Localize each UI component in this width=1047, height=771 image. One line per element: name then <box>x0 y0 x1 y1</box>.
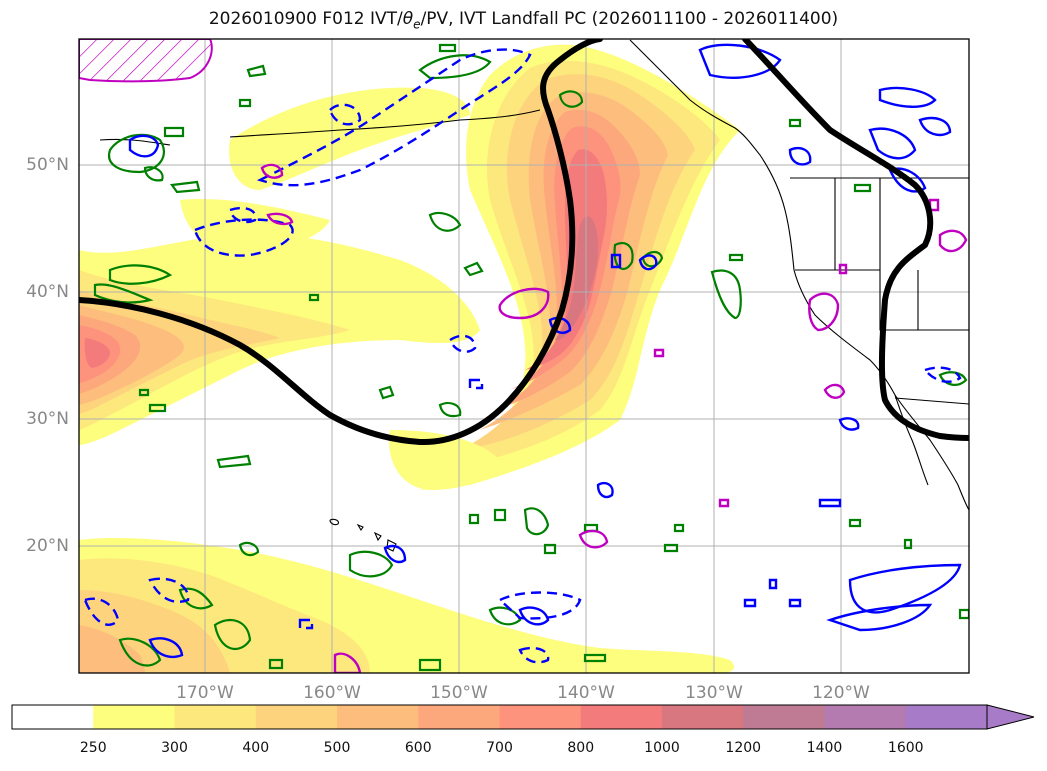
colorbar-frame <box>11 704 988 730</box>
ivt-1000-ar <box>555 216 599 341</box>
colorbar-extend-arrow <box>986 704 1035 730</box>
colorbar-tick-label: 1000 <box>644 740 680 756</box>
lat-label-40n: 40°N <box>26 282 69 302</box>
states-1 <box>795 178 969 331</box>
lat-label-50n: 50°N <box>26 155 69 175</box>
pc-landfall-contour <box>79 39 603 446</box>
lon-label-160w: 160°W <box>303 683 361 703</box>
lon-label-130w: 130°W <box>685 683 743 703</box>
colorbar-box <box>337 705 419 729</box>
pv-contours-dashed <box>83 48 962 664</box>
pv-contours-solid <box>128 43 962 659</box>
colorbar-tick-label: 250 <box>79 740 107 756</box>
colorbar-tick-label: 600 <box>404 740 432 756</box>
hatched-region <box>79 39 213 83</box>
coastline-baja <box>894 394 929 486</box>
colorbar-box <box>580 705 663 729</box>
colorbar-tick-label: 700 <box>486 740 513 756</box>
colorbar-box <box>905 705 988 729</box>
graticule <box>79 39 969 673</box>
lat-label-20n: 20°N <box>26 536 69 556</box>
colorbar-box <box>662 705 744 729</box>
map-frame <box>78 38 970 674</box>
lon-label-140w: 140°W <box>557 683 615 703</box>
colorbar-tick-label: 500 <box>323 740 351 756</box>
hawaii <box>329 518 397 552</box>
lat-label-30n: 30°N <box>26 409 69 429</box>
colorbar-box <box>824 705 907 729</box>
pc-landfall-contour-east <box>742 39 969 441</box>
magenta-contours <box>260 163 968 673</box>
colorbar-box <box>255 705 338 729</box>
colorbar-box <box>743 705 825 729</box>
lon-label-170w: 170°W <box>176 683 234 703</box>
colorbar-box <box>174 705 257 729</box>
theta-e-contours <box>93 43 969 672</box>
ivt-250-mid <box>389 430 500 490</box>
coastlines <box>99 39 969 552</box>
colorbar-tick-label: 1600 <box>887 740 924 756</box>
coastline-north-america <box>629 39 969 511</box>
colorbar-tick-label: 400 <box>242 740 270 756</box>
lon-label-120w: 120°W <box>812 683 870 703</box>
colorbar-box <box>418 705 500 729</box>
ivt-250-north2 <box>180 199 330 250</box>
colorbar-tick-label: 800 <box>567 740 595 756</box>
colorbar-box <box>12 705 94 729</box>
colorbar-tick-label: 1400 <box>806 740 843 756</box>
colorbar-tick-label: 300 <box>161 740 188 756</box>
ivt-800-west <box>84 338 110 368</box>
colorbar <box>11 704 1035 730</box>
lon-label-150w: 150°W <box>430 683 488 703</box>
border-us-mexico <box>894 397 969 405</box>
ivt-500-south <box>79 625 145 673</box>
colorbar-box <box>93 705 175 729</box>
coastline-alaska <box>99 109 541 146</box>
colorbar-boxes <box>12 705 988 729</box>
colorbar-tick-label: 1200 <box>725 740 762 756</box>
colorbar-box <box>499 705 582 729</box>
figure-title: 2026010900 F012 IVT/θe/PV, IVT Landfall … <box>208 9 839 32</box>
